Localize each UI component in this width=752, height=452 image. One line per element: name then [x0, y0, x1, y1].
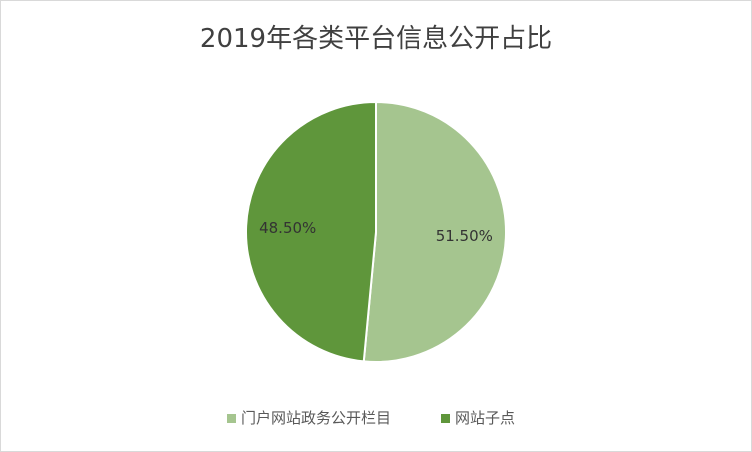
data-label-subsite: 48.50%: [259, 219, 316, 237]
pie-slice-portal: [362, 100, 507, 363]
legend-swatch-portal: [227, 414, 236, 423]
legend: 门户网站政务公开栏目 网站子点: [227, 409, 515, 427]
legend-label-portal: 门户网站政务公开栏目: [241, 409, 391, 427]
pie-data-labels: 51.50% 48.50%: [259, 219, 493, 245]
chart-title: 2019年各类平台信息公开占比: [200, 24, 552, 54]
legend-swatch-subsite: [441, 414, 450, 423]
pie-slice-subsite: [245, 100, 377, 363]
data-label-portal: 51.50%: [436, 227, 493, 245]
legend-label-subsite: 网站子点: [455, 409, 515, 427]
pie-slices: [245, 100, 507, 363]
